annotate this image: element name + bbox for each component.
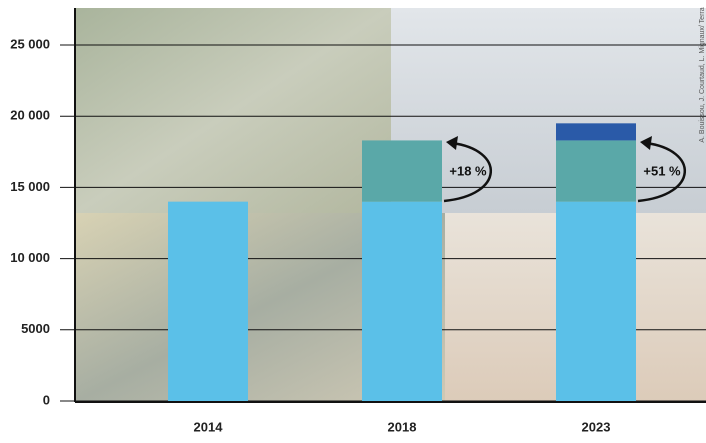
- y-tick-label: 10 000: [10, 250, 50, 265]
- x-tick-label: 2014: [194, 419, 224, 434]
- background-photo: [75, 8, 391, 213]
- arrow-heads: [446, 136, 652, 150]
- bar-segment: [556, 201, 636, 401]
- y-tick-label: 0: [43, 392, 50, 407]
- y-tick-label: 15 000: [10, 179, 50, 194]
- bar-segment: [556, 123, 636, 141]
- bar-segment: [362, 140, 442, 202]
- annotation: +18 %: [449, 163, 487, 178]
- growth-arrows: [443, 141, 686, 203]
- x-tick-label: 2018: [388, 419, 417, 434]
- annotation: +51 %: [643, 163, 681, 178]
- x-tick-label: 2023: [582, 419, 611, 434]
- y-tick-label: 25 000: [10, 36, 50, 51]
- bar-segment: [556, 140, 636, 202]
- bar-segment: [168, 201, 248, 401]
- bar-segment: [362, 201, 442, 401]
- y-tick-label: 5000: [21, 321, 50, 336]
- photo-credit: A. Bouissou, J. Courtaud, L. Mignaux/ Te…: [699, 7, 706, 142]
- y-tick-label: 20 000: [10, 108, 50, 123]
- background-photo: [391, 8, 706, 213]
